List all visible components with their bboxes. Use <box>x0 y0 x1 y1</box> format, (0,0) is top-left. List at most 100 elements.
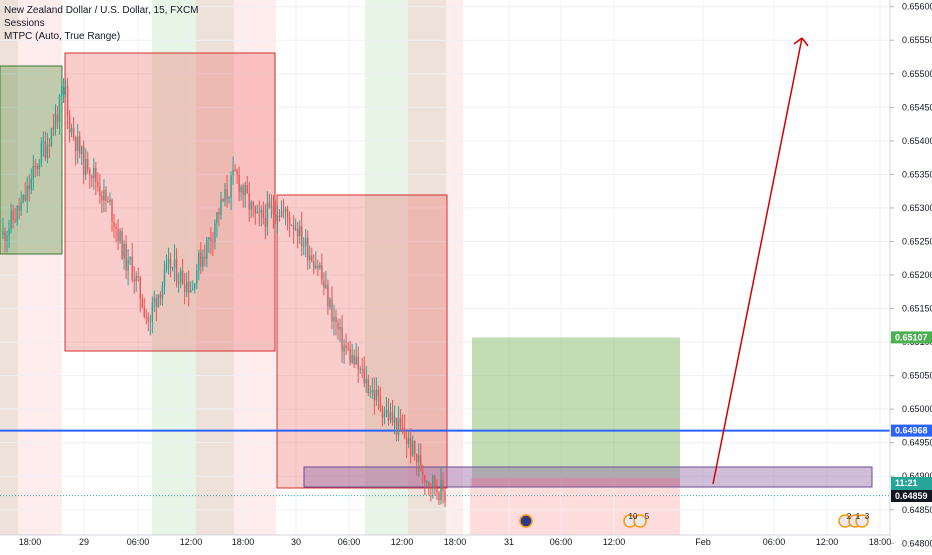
candle <box>42 131 45 157</box>
time-tick-label: 06:00 <box>338 537 361 547</box>
candle <box>123 240 125 270</box>
candle-body <box>244 185 246 196</box>
candle-body <box>111 199 113 222</box>
candle-body <box>262 209 265 219</box>
candle-body <box>351 355 353 363</box>
candle <box>232 156 234 185</box>
candle <box>28 174 30 202</box>
candle <box>313 254 315 275</box>
candle-body <box>442 479 444 492</box>
candle <box>276 205 279 234</box>
candle-body <box>335 316 337 323</box>
candle <box>10 203 12 234</box>
price-tick-label: 0.65050 <box>902 371 932 381</box>
candle-body <box>83 146 85 175</box>
candle-body <box>66 86 69 116</box>
candle-body <box>288 216 291 226</box>
price-tick-label: 0.65600 <box>902 2 932 12</box>
candle <box>52 113 55 136</box>
candle-body <box>81 146 83 154</box>
candle <box>78 131 81 159</box>
chart-title[interactable]: New Zealand Dollar / U.S. Dollar, 15, FX… <box>4 5 199 16</box>
candle-body <box>434 476 436 489</box>
candle-body <box>264 218 267 227</box>
candle-body <box>347 347 349 349</box>
candle <box>325 270 327 290</box>
candle <box>143 297 145 319</box>
candle <box>307 230 309 270</box>
price-tick-label: 0.65200 <box>902 270 932 280</box>
price-tick-label: 0.65000 <box>902 404 932 414</box>
candle <box>256 204 259 214</box>
time-tick-label: Feb <box>695 537 711 547</box>
event-label: 5 <box>645 512 650 521</box>
candle-body <box>145 316 148 318</box>
candle-body <box>117 228 119 242</box>
candle <box>26 176 28 213</box>
indicator-mtpc[interactable]: MTPC (Auto, True Range) <box>4 31 121 42</box>
candle <box>363 356 365 388</box>
candle <box>179 267 182 289</box>
candle-body <box>238 175 240 193</box>
candle <box>119 228 121 244</box>
candle-body <box>266 203 269 227</box>
candle <box>341 314 343 363</box>
candle <box>2 217 4 240</box>
candle <box>418 443 420 477</box>
candle <box>165 254 168 273</box>
candle <box>403 414 406 440</box>
candle <box>228 195 230 204</box>
candle <box>36 163 39 177</box>
candle <box>97 172 99 192</box>
indicator-sessions[interactable]: Sessions <box>4 18 45 29</box>
candle <box>153 290 156 313</box>
candle-body <box>2 231 4 235</box>
candle-body <box>379 395 382 409</box>
candle-body <box>309 255 311 260</box>
candle-body <box>438 492 440 501</box>
candle-body <box>62 87 65 95</box>
candle-body <box>432 476 434 488</box>
candle <box>258 200 261 227</box>
candle <box>397 406 400 442</box>
candle-body <box>240 186 242 193</box>
candle-body <box>327 284 329 308</box>
candle-body <box>426 481 428 483</box>
candle <box>282 199 285 219</box>
candle-body <box>107 201 109 203</box>
candle-body <box>317 265 319 269</box>
candle-body <box>256 211 259 214</box>
candle-body <box>280 210 283 217</box>
candle <box>399 409 402 432</box>
candle-body <box>131 256 133 280</box>
candle <box>444 486 446 508</box>
candle <box>192 280 194 291</box>
candle-body <box>397 418 400 436</box>
candle <box>357 346 359 383</box>
candle <box>60 85 63 97</box>
candle-body <box>206 239 208 259</box>
candle <box>331 286 333 330</box>
candle-body <box>54 114 57 129</box>
candle <box>196 264 198 290</box>
candle-body <box>357 356 359 370</box>
candle-body <box>153 298 156 303</box>
candle-body <box>230 175 232 198</box>
candle-body <box>119 231 121 242</box>
candle <box>66 77 69 129</box>
candle <box>147 312 150 332</box>
candle-body <box>198 252 200 271</box>
candle-body <box>250 201 252 210</box>
candle <box>242 183 244 208</box>
candle <box>337 318 339 340</box>
candle-body <box>121 231 123 259</box>
candle-body <box>169 259 172 269</box>
candle-body <box>276 215 279 221</box>
candle <box>34 159 37 178</box>
candle <box>206 236 208 268</box>
candle-body <box>123 243 125 259</box>
candle-body <box>440 479 442 501</box>
candle-body <box>268 203 271 208</box>
